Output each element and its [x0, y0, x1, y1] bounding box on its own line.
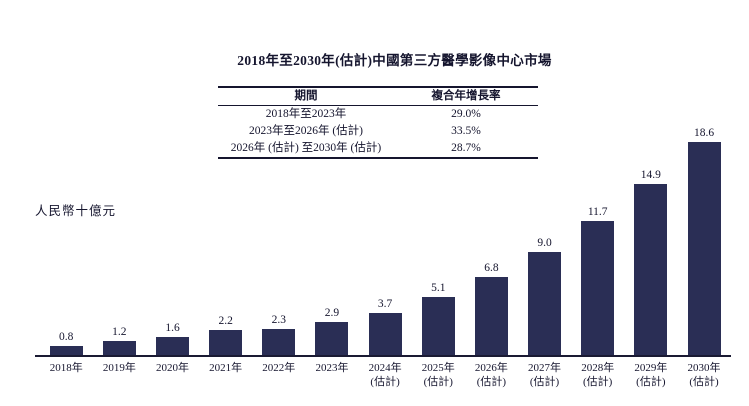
- table-row: 2026年 (估計) 至2030年 (估計) 28.7%: [218, 140, 538, 158]
- bar-value-label: 2.2: [218, 315, 233, 327]
- bar-value-label: 1.2: [112, 326, 127, 338]
- x-axis-label: 2021年: [197, 362, 255, 376]
- bar: [474, 277, 508, 355]
- x-axis-label-year: 2021年: [209, 362, 243, 374]
- table-cell-cagr: 28.7%: [451, 142, 481, 154]
- x-axis-label-year: 2025年: [421, 362, 455, 374]
- x-axis-label-year: 2019年: [102, 362, 136, 374]
- bar-value-label: 0.8: [59, 331, 74, 343]
- x-axis-label-year: 2026年: [474, 362, 508, 374]
- x-axis-label-year: 2022年: [262, 362, 296, 374]
- x-axis-label: 2027年 (估計): [516, 362, 574, 389]
- x-axis-label-estimate-note: (估計): [636, 375, 666, 388]
- bar-value-label: 1.6: [165, 322, 180, 334]
- bar: [581, 221, 615, 355]
- x-axis-label-year: 2023年: [315, 362, 349, 374]
- table-cell-period: 2018年至2023年: [265, 108, 347, 120]
- bar: [49, 346, 83, 355]
- bar-value-label: 2.3: [271, 314, 286, 326]
- bar-value-label: 18.6: [693, 127, 715, 139]
- x-axis-label: 2019年: [90, 362, 148, 376]
- x-axis-label-year: 2028年: [581, 362, 615, 374]
- x-axis-label: 2028年 (估計): [569, 362, 627, 389]
- x-axis-label-estimate-note: (估計): [689, 375, 719, 388]
- x-axis-label-estimate-note: (估計): [476, 375, 507, 388]
- x-axis-line: [35, 355, 731, 357]
- bar: [634, 184, 668, 355]
- x-axis-label-year: 2030年: [687, 362, 721, 374]
- x-axis-label: 2029年 (估計): [622, 362, 680, 389]
- y-axis-unit-label: 人民幣十億元: [35, 204, 117, 218]
- cagr-table: 期間 複合年增長率 2018年至2023年 29.0% 2023年至2026年 (估…: [218, 86, 538, 159]
- x-axis-label: 2025年 (估計): [409, 362, 467, 389]
- bar: [368, 313, 402, 355]
- table-cell-cagr: 29.0%: [451, 108, 481, 120]
- bar: [421, 297, 455, 355]
- bar: [102, 341, 136, 355]
- x-axis-label: 2026年 (估計): [462, 362, 520, 389]
- bar-value-label: 2.9: [324, 307, 340, 319]
- x-axis-label-year: 2020年: [156, 362, 189, 374]
- x-axis-label: 2024年 (估計): [356, 362, 414, 389]
- table-cell-period: 2023年至2026年 (估計): [248, 125, 364, 137]
- x-axis-label-year: 2018年: [49, 362, 83, 374]
- bar-value-label: 9.0: [537, 237, 552, 249]
- x-axis-label-year: 2027年: [528, 362, 562, 374]
- x-axis-label: 2018年: [37, 362, 95, 376]
- table-header-cagr: 複合年增長率: [394, 87, 538, 106]
- bar: [262, 329, 296, 355]
- bar: [528, 252, 562, 355]
- x-axis-label-year: 2029年: [634, 362, 668, 374]
- bar-value-label: 11.7: [587, 206, 608, 218]
- bar-value-label: 6.8: [484, 262, 499, 274]
- table-cell-period: 2026年 (估計) 至2030年 (估計): [230, 142, 382, 154]
- table-row: 2023年至2026年 (估計) 33.5%: [218, 123, 538, 140]
- bar: [687, 142, 721, 355]
- x-axis-label-estimate-note: (估計): [583, 375, 613, 388]
- bar-value-label: 14.9: [640, 169, 661, 181]
- bar: [209, 330, 243, 355]
- chart-title: 2018年至2030年(估計)中國第三方醫學影像中心市場: [237, 53, 552, 68]
- x-axis-label-estimate-note: (估計): [423, 375, 453, 388]
- x-axis-label: 2022年: [250, 362, 308, 376]
- table-row: 2018年至2023年 29.0%: [218, 106, 538, 124]
- cagr-table-body: 2018年至2023年 29.0% 2023年至2026年 (估計) 33.5% 202…: [218, 106, 538, 159]
- x-axis-label-estimate-note: (估計): [370, 375, 400, 388]
- x-axis-label: 2030年 (估計): [675, 362, 733, 389]
- x-axis-label: 2023年: [303, 362, 361, 376]
- table-header-period: 期間: [218, 87, 394, 106]
- x-axis-label: 2020年: [144, 362, 202, 376]
- bar: [315, 322, 349, 355]
- table-header-row: 期間 複合年增長率: [218, 87, 538, 106]
- bar-value-label: 5.1: [431, 282, 446, 294]
- bar: [156, 337, 189, 355]
- bar-value-label: 3.7: [377, 298, 393, 310]
- x-axis-label-estimate-note: (估計): [529, 375, 560, 388]
- x-axis-label-year: 2024年: [368, 362, 402, 374]
- cagr-table-head: 期間 複合年增長率: [218, 87, 538, 106]
- table-cell-cagr: 33.5%: [451, 125, 481, 137]
